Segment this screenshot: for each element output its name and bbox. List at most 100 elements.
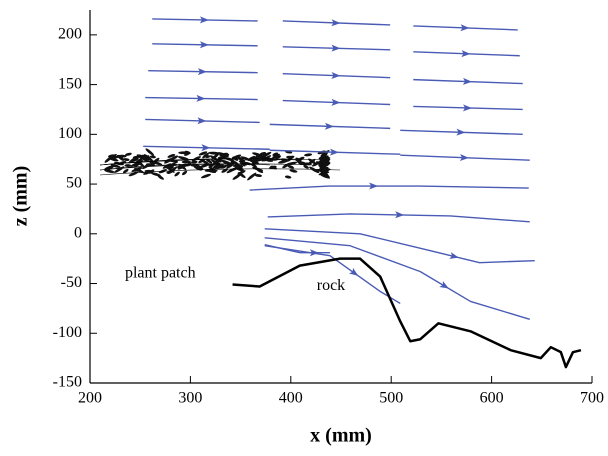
annotation: plant patch (125, 264, 196, 281)
plant-leaf (153, 157, 160, 164)
plant-leaf (110, 155, 120, 160)
plant-leaf (297, 160, 303, 165)
plant-leaf (241, 161, 252, 166)
rock-profile (232, 257, 582, 369)
streamline (264, 244, 330, 254)
plant-leaf (208, 166, 216, 172)
plant-leaf (114, 166, 125, 173)
x-tick-label: 600 (480, 390, 504, 407)
plant-leaf (322, 152, 328, 158)
plant-leaf (303, 165, 309, 169)
plant-leaf (166, 166, 175, 170)
plant-leaf (150, 172, 161, 177)
plant-leaf (319, 156, 331, 160)
plant-patch (99, 148, 341, 181)
plant-leaf (219, 153, 230, 159)
plant-leaf (128, 157, 138, 164)
y-tick-label: 50 (66, 175, 82, 192)
plant-leaf (221, 168, 229, 173)
plant-leaf (168, 166, 178, 175)
plant-leaf (194, 163, 204, 170)
plant-leaf (304, 153, 313, 157)
arrowhead (201, 144, 211, 152)
plant-leaf (123, 158, 130, 162)
plant-leaf (190, 160, 198, 164)
plant-leaf (254, 174, 262, 177)
plant-leaf (236, 155, 244, 162)
arrowhead (331, 98, 341, 106)
plant-leaf (145, 148, 155, 156)
plant-leaf (148, 169, 155, 174)
plant-leaf (308, 158, 317, 165)
plant-leaf (124, 164, 132, 167)
plant-leaf (321, 173, 329, 177)
arrowhead (462, 104, 473, 112)
arrowhead (395, 211, 405, 219)
plant-leaf (220, 164, 228, 169)
plant-leaf (177, 165, 186, 170)
arrowhead (461, 50, 471, 58)
plant-leaf (311, 161, 321, 167)
arrowhead (331, 71, 341, 79)
plant-leaf (198, 158, 206, 164)
streamline (264, 237, 530, 321)
arrowhead (462, 77, 473, 85)
annotation: rock (317, 277, 345, 294)
plant-leaf (216, 152, 226, 156)
plant-leaf (117, 154, 127, 158)
plant-leaf (287, 165, 295, 169)
plant-leaf (198, 151, 208, 156)
y-tick-label: 150 (58, 75, 82, 92)
arrowhead (369, 182, 379, 190)
arrowhead (324, 122, 334, 130)
plant-leaf (252, 158, 263, 163)
arrowhead (309, 249, 319, 257)
plant-leaf (275, 155, 281, 159)
plant-leaf (285, 161, 298, 166)
y-tick-label: -150 (53, 374, 82, 391)
plant-leaf (174, 171, 180, 177)
plant-leaf (232, 173, 241, 180)
plant-leaf (237, 172, 246, 179)
plant-leaf (181, 160, 191, 164)
arrowhead (199, 16, 209, 24)
streamline (249, 185, 529, 191)
plant-leaf (182, 170, 188, 176)
plant-leaf (226, 162, 235, 169)
arrowhead (460, 24, 470, 32)
plant-leaf (319, 162, 331, 169)
plant-leaf (272, 152, 279, 157)
y-tick-label: -100 (53, 324, 82, 341)
y-tick-label: 200 (58, 26, 82, 43)
plant-leaf (261, 155, 272, 162)
y-tick-label: 100 (58, 125, 82, 142)
plant-leaf (272, 153, 280, 159)
x-tick-label: 500 (379, 390, 403, 407)
plant-leaf (284, 175, 292, 179)
arrowhead (449, 252, 459, 259)
plant-leaf (206, 169, 217, 173)
plant-leaf (201, 173, 211, 179)
plant-leaf (270, 165, 277, 170)
plant-leaf (202, 160, 209, 165)
plant-leaf (247, 172, 257, 181)
arrowhead (329, 148, 339, 156)
plant-leaf (240, 156, 251, 161)
plant-leaf (199, 163, 210, 168)
plant-leaf (177, 156, 189, 161)
arrowhead (197, 68, 207, 76)
arrowhead (196, 94, 206, 102)
plant-leaf (107, 164, 116, 171)
plant-leaf (232, 164, 241, 168)
plant-leaf (178, 151, 189, 155)
plant-leaf (321, 166, 329, 172)
plant-leaf (277, 159, 289, 164)
plant-leaf (190, 163, 197, 167)
arrowhead (199, 41, 209, 49)
plant-leaf (142, 163, 151, 169)
plant-leaf (142, 158, 151, 162)
arrowhead (456, 128, 466, 136)
plant-leaf (309, 166, 320, 174)
plant-leaf (134, 167, 145, 174)
